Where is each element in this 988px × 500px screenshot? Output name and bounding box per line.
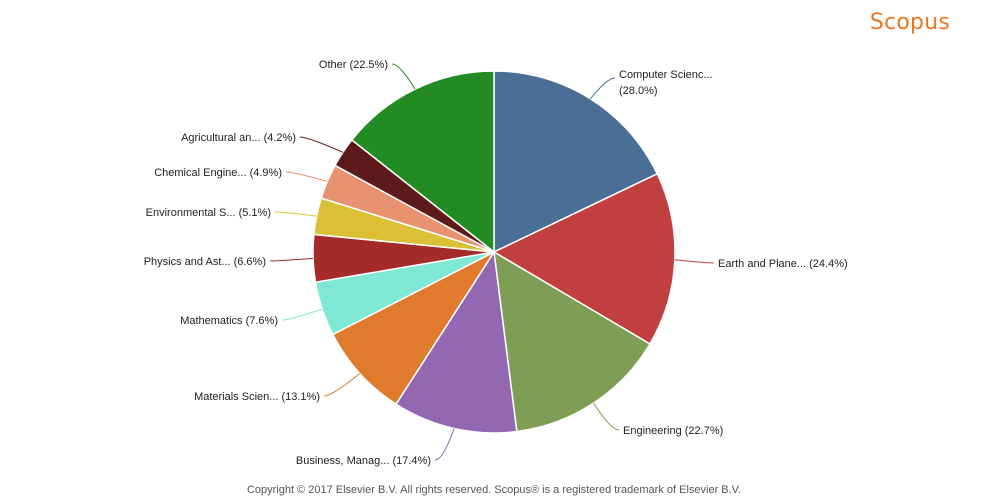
leader-line: [590, 77, 616, 100]
slice-label: Physics and Ast... (6.6%): [144, 256, 266, 268]
copyright-footer: Copyright © 2017 Elsevier B.V. All right…: [246, 484, 742, 496]
pie-slice-engineering[interactable]: [493, 250, 651, 433]
leader-line: [323, 373, 361, 397]
slice-label: Agricultural an... (4.2%): [181, 132, 296, 144]
leader-line: [274, 211, 317, 217]
scopus-logo: Scopus: [869, 10, 950, 35]
leader-line: [269, 257, 314, 262]
slice-label: Engineering (22.7%): [623, 425, 723, 437]
leader-line: [434, 428, 455, 461]
leader-lines: [269, 63, 715, 461]
slice-label: Earth and Plane... (24.4%): [718, 258, 848, 270]
pie-slice-earth-and-plane[interactable]: [492, 172, 676, 345]
slice-label: Business, Manag... (17.4%): [296, 455, 431, 467]
pie-slices: [312, 70, 676, 434]
pie-slice-computer-scienc[interactable]: [493, 70, 659, 254]
leader-line: [674, 259, 715, 264]
pie-slice-materials-scien[interactable]: [331, 250, 497, 406]
slice-label: Chemical Engine... (4.9%): [154, 167, 282, 179]
leader-line: [391, 63, 416, 90]
pie-slice-other[interactable]: [350, 70, 495, 254]
leader-line: [281, 308, 323, 321]
slice-label: Materials Scien... (13.1%): [194, 391, 320, 403]
slice-label: Other (22.5%): [319, 59, 388, 71]
leader-line: [299, 136, 344, 153]
leader-line: [593, 402, 620, 431]
slice-label: Computer Scienc... (28.0%): [619, 69, 713, 97]
leader-line: [285, 171, 328, 182]
slice-label: Mathematics (7.6%): [180, 315, 278, 327]
slice-label: Environmental S... (5.1%): [146, 207, 271, 219]
pie-slice-business-manag[interactable]: [394, 249, 518, 434]
slice-labels: Computer Scienc... (28.0%) Earth and Plane…: [144, 59, 848, 467]
